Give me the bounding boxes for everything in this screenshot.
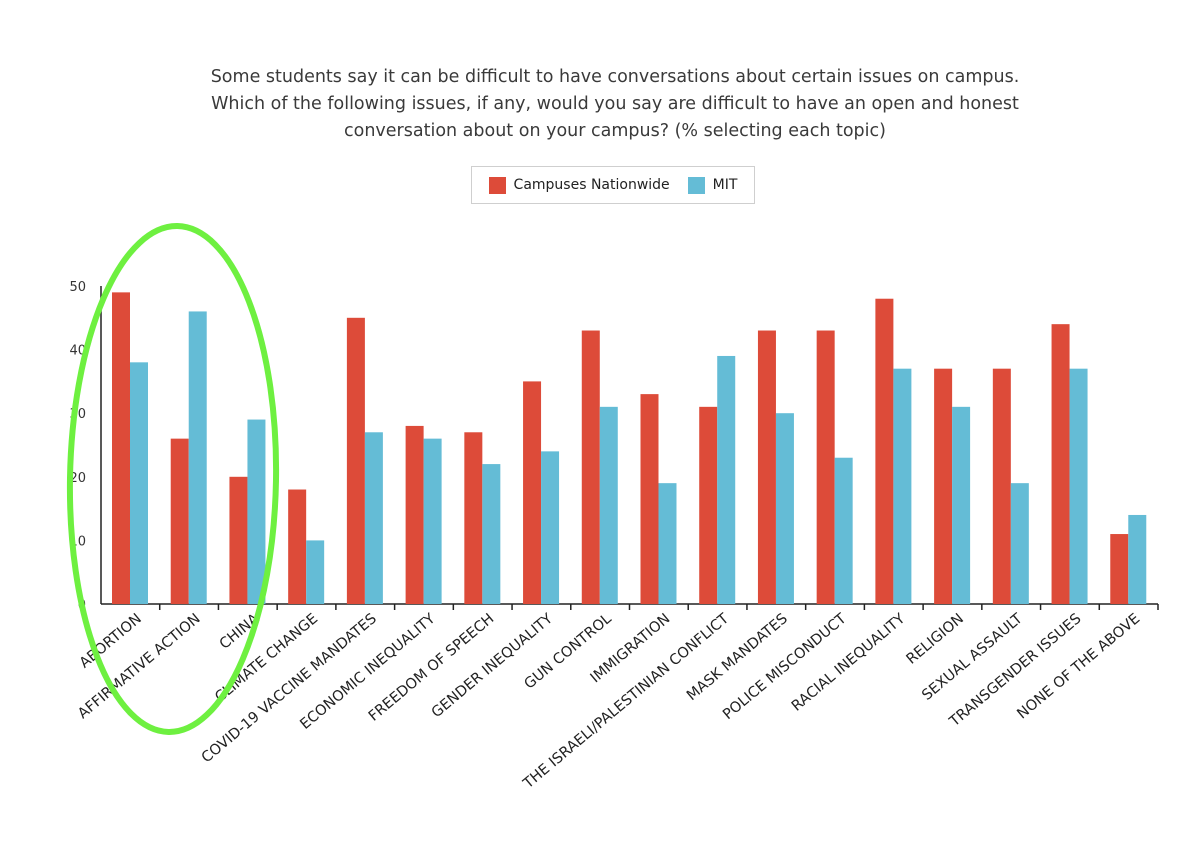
bar-mit (306, 540, 325, 604)
bar-mit (952, 406, 971, 604)
legend-item-campuses-nationwide[interactable]: Campuses Nationwide (488, 176, 670, 194)
bar-campuses-nationwide (170, 438, 189, 604)
x-category-label: THE ISRAELI/PALESTINIAN CONFLICT (520, 611, 732, 793)
bar-campuses-nationwide (346, 317, 365, 604)
legend-item-mit[interactable]: MIT (687, 176, 738, 194)
legend-label-campuses-nationwide: Campuses Nationwide (513, 177, 670, 193)
y-tick-label: 40 (69, 344, 86, 359)
legend-label-mit: MIT (712, 177, 738, 193)
bar-mit (775, 413, 794, 604)
bar-mit (717, 355, 736, 604)
legend-swatch-campuses-nationwide (488, 176, 506, 194)
chart-title: Some students say it can be difficult to… (150, 64, 1080, 145)
bar-campuses-nationwide (699, 406, 718, 604)
bar-campuses-nationwide (288, 489, 307, 604)
chart-title-line-1: Some students say it can be difficult to… (210, 67, 1020, 87)
y-tick-label: 20 (69, 471, 86, 486)
bar-mit (893, 368, 912, 604)
bar-campuses-nationwide (1110, 534, 1129, 604)
bar-mit (188, 311, 207, 604)
chart-title-line-3: conversation about on your campus? (% se… (344, 121, 886, 141)
bar-campuses-nationwide (757, 330, 776, 604)
chart-legend: Campuses Nationwide MIT (471, 166, 755, 204)
bar-mit (658, 483, 677, 604)
bar-campuses-nationwide (581, 330, 600, 604)
bar-campuses-nationwide (992, 368, 1011, 604)
bar-mit (1128, 514, 1147, 604)
bar-mit (130, 362, 148, 604)
bar-campuses-nationwide (934, 368, 953, 604)
x-category-label: SEXUAL ASSAULT (919, 611, 1026, 704)
bar-campuses-nationwide (523, 381, 542, 604)
bar-campuses-nationwide (112, 292, 130, 604)
bar-campuses-nationwide (640, 394, 659, 604)
bar-mit (423, 438, 442, 604)
bar-campuses-nationwide (875, 298, 894, 604)
bar-campuses-nationwide (405, 425, 424, 604)
bar-campuses-nationwide (229, 476, 248, 604)
bar-mit (1069, 368, 1088, 604)
x-category-label: RACIAL INEQUALITY (789, 611, 909, 715)
bar-campuses-nationwide (464, 432, 483, 604)
bar-campuses-nationwide (1051, 324, 1070, 604)
bar-campuses-nationwide (816, 330, 835, 604)
bar-mit (1010, 483, 1029, 604)
bar-mit (482, 464, 501, 604)
x-category-label: MASK MANDATES (684, 611, 791, 704)
chart-title-line-2: Which of the following issues, if any, w… (211, 94, 1019, 114)
bar-mit (364, 432, 383, 604)
highlight-ellipse (66, 223, 280, 735)
bar-mit (541, 451, 560, 604)
bar-mit (247, 419, 266, 604)
bar-mit (599, 406, 618, 604)
y-tick-label: 50 (69, 280, 86, 295)
legend-swatch-mit (687, 176, 705, 194)
x-category-label: GENDER INEQUALITY (429, 611, 556, 721)
bar-mit (834, 457, 853, 604)
